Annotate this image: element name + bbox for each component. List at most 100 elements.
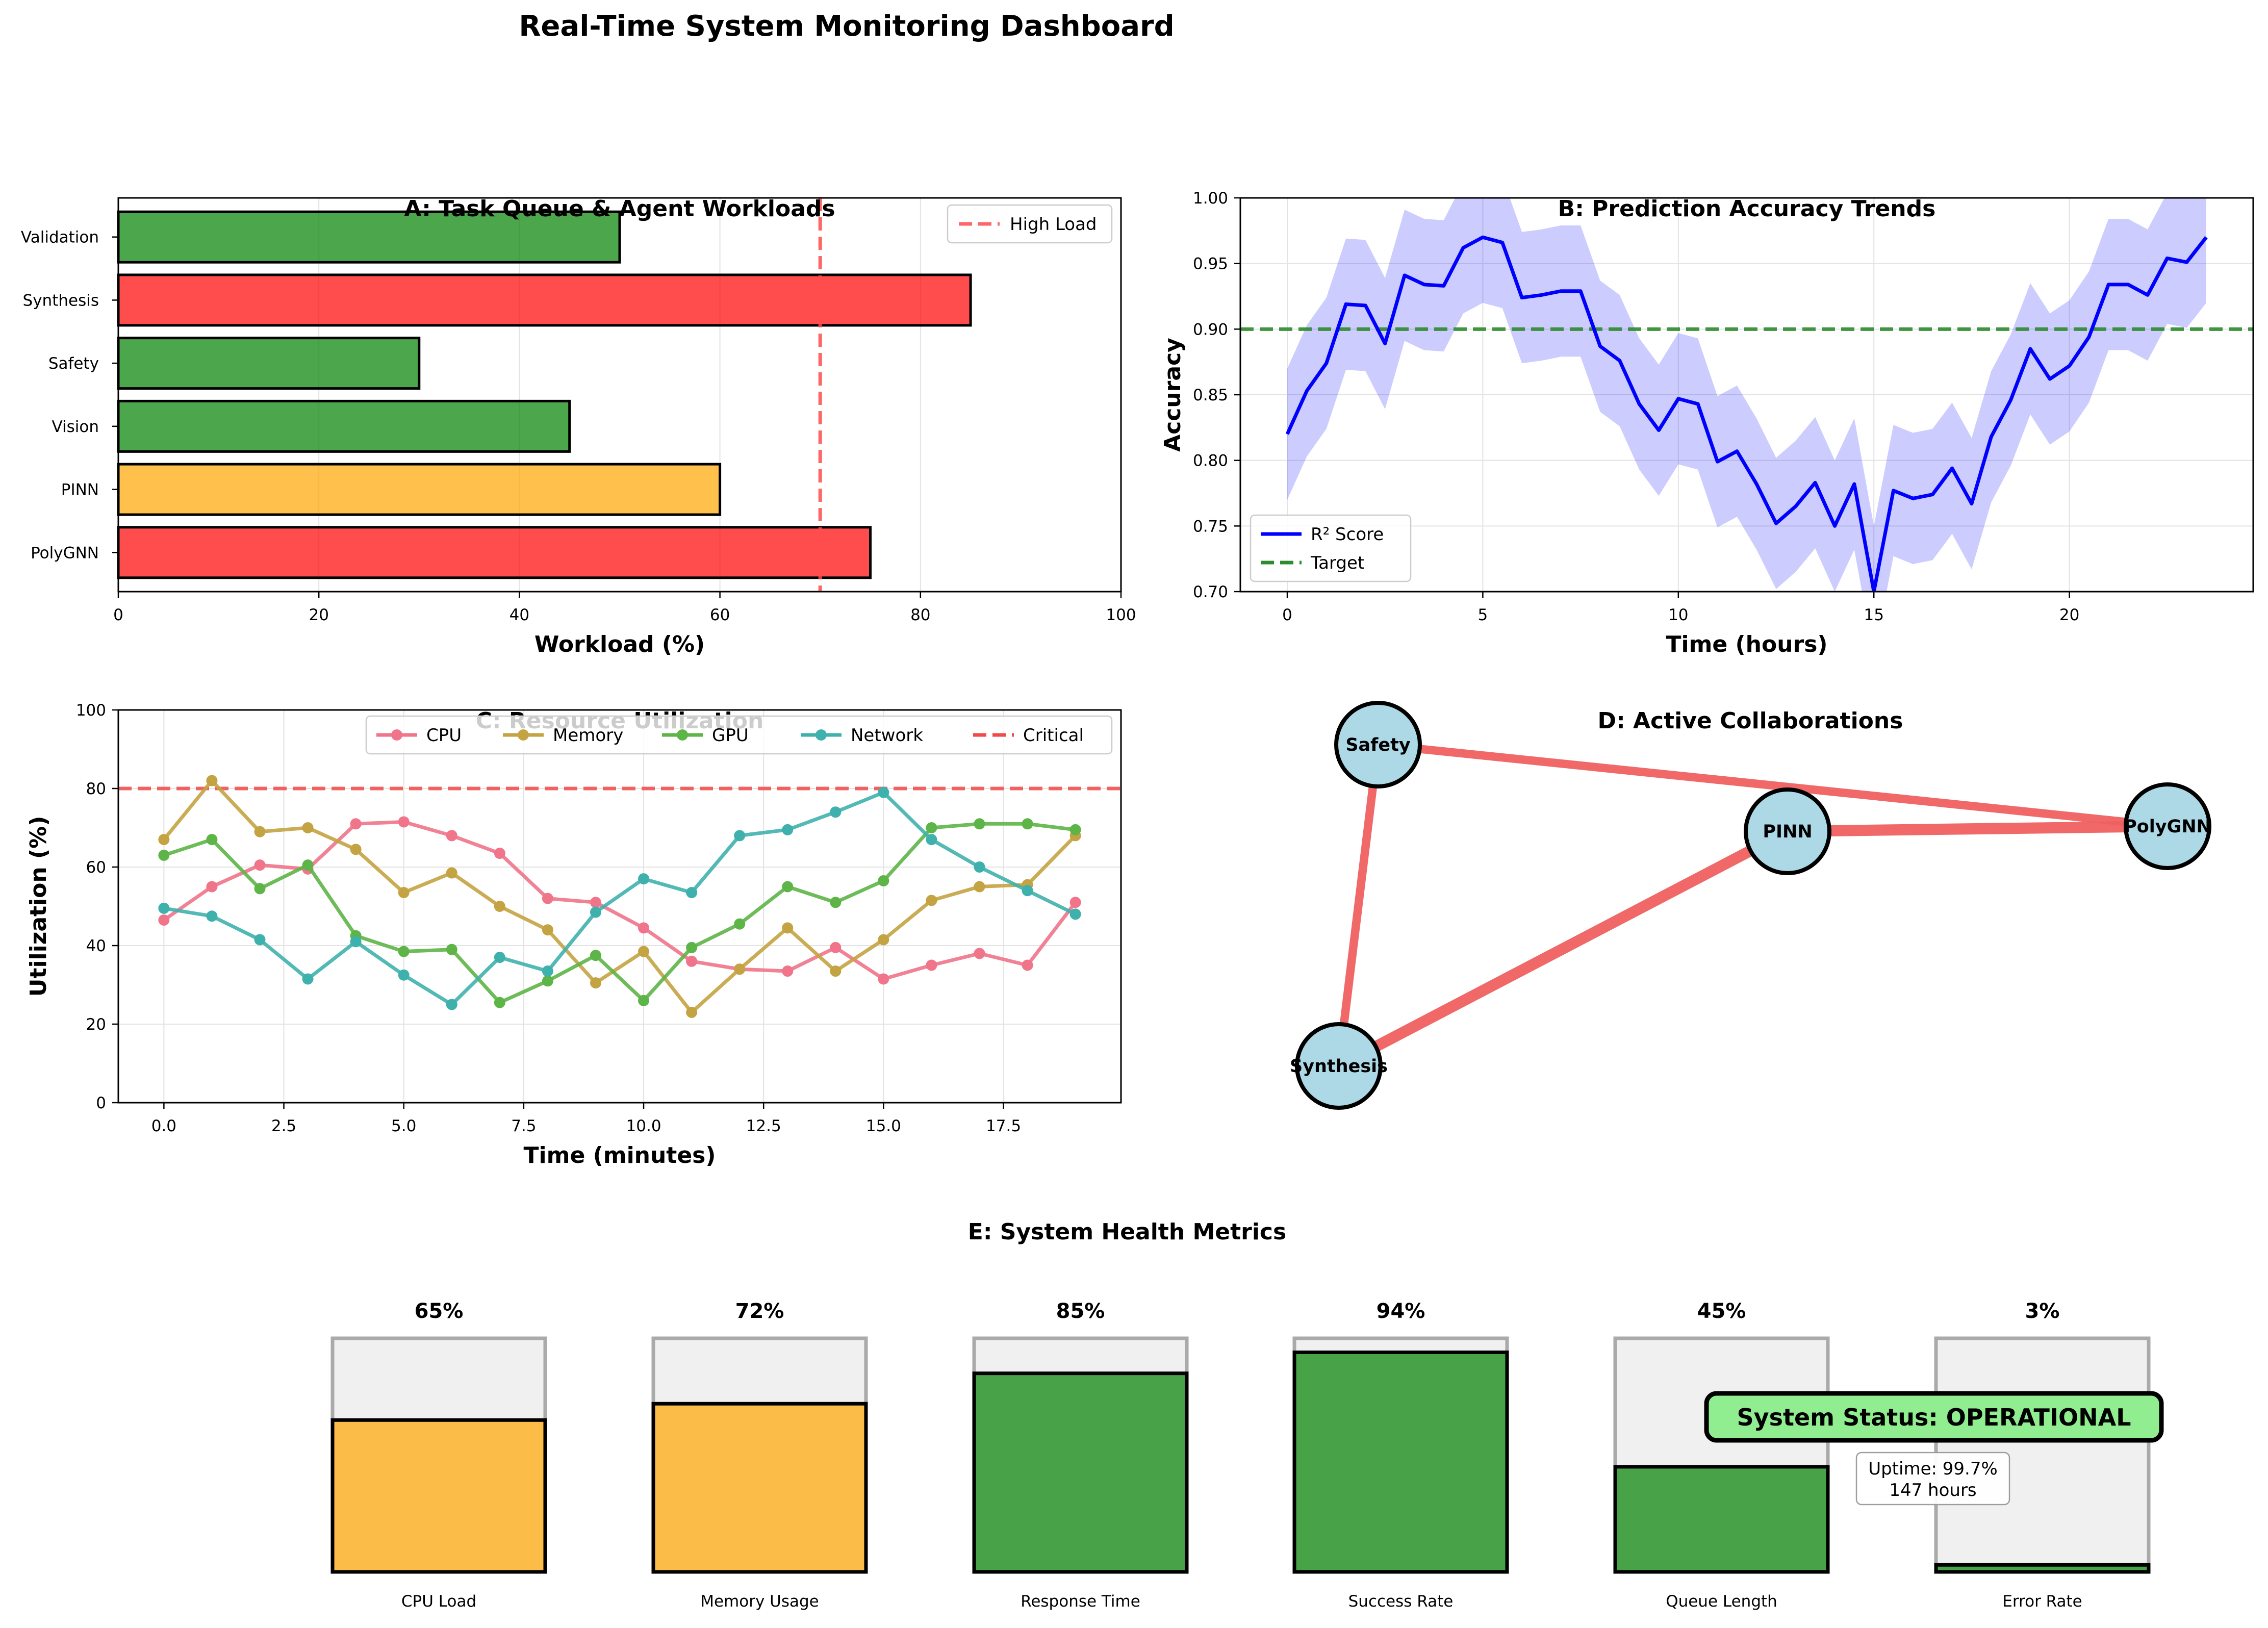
memory-point bbox=[974, 881, 985, 893]
workload-bar bbox=[117, 337, 421, 390]
workload-bar bbox=[117, 463, 722, 516]
y-tick-label: 0.75 bbox=[1193, 517, 1228, 536]
gpu-point bbox=[158, 849, 170, 861]
error-rate-value-label: 3% bbox=[2025, 1300, 2060, 1323]
network-point bbox=[254, 934, 266, 946]
memory-point bbox=[206, 775, 218, 786]
y-tick-label: 40 bbox=[86, 937, 106, 955]
y-tick-label: 0 bbox=[96, 1094, 106, 1112]
legend-label-target: Target bbox=[1310, 553, 1364, 573]
network-point bbox=[1069, 908, 1081, 920]
y-axis-label: Utilization (%) bbox=[26, 816, 52, 997]
cpu-point bbox=[1022, 959, 1033, 971]
x-tick-label: 80 bbox=[910, 606, 930, 624]
x-tick-label: 2.5 bbox=[271, 1117, 296, 1135]
x-tick-label: 40 bbox=[509, 606, 529, 624]
success-rate-label: Success Rate bbox=[1348, 1592, 1454, 1611]
network-point bbox=[206, 910, 218, 922]
chart-title: B: Prediction Accuracy Trends bbox=[1558, 196, 1936, 222]
memory-point bbox=[542, 924, 553, 936]
plot-area bbox=[1240, 198, 2253, 592]
memory-point bbox=[686, 1006, 698, 1018]
cpu-point bbox=[590, 897, 601, 908]
cpu-point bbox=[206, 881, 218, 893]
panel-e-health-metrics: E: System Health Metrics 65% CPU Load 72% Me… bbox=[330, 1219, 2151, 1611]
uptime-hours: 147 hours bbox=[1889, 1480, 1976, 1500]
memory-usage-gauge-fill bbox=[651, 1402, 868, 1574]
gpu-point bbox=[638, 995, 650, 1006]
cpu-load-value-label: 65% bbox=[415, 1300, 464, 1323]
cpu-point bbox=[638, 922, 650, 934]
legend-box bbox=[947, 204, 1113, 244]
status-text: System Status: OPERATIONAL bbox=[1737, 1404, 2131, 1431]
x-axis-label: Time (minutes) bbox=[524, 1142, 716, 1168]
x-tick-label: 20 bbox=[309, 606, 328, 624]
memory-usage-value-label: 72% bbox=[735, 1300, 784, 1323]
panel-c-resource-chart: 0.0 2.5 5.0 7.5 10.0 12.5 15.0 17.5 0 20 40 60 80 100… bbox=[26, 701, 1122, 1168]
axes-frame bbox=[117, 709, 1122, 1104]
queue-length-value-label: 45% bbox=[1697, 1300, 1746, 1323]
network-point bbox=[590, 906, 601, 918]
cpu-point bbox=[350, 818, 362, 830]
x-tick-label: 15 bbox=[1864, 606, 1883, 624]
memory-point bbox=[734, 963, 746, 975]
network-point bbox=[638, 873, 650, 885]
gpu-point bbox=[974, 818, 985, 830]
collaboration-edge bbox=[1378, 740, 2168, 831]
y-tick-label: 80 bbox=[86, 780, 106, 798]
memory-point bbox=[926, 895, 937, 906]
network-point bbox=[302, 973, 314, 985]
cpu-point bbox=[446, 830, 457, 842]
network-point bbox=[398, 969, 410, 981]
agent-node-label: PolyGNN bbox=[2124, 817, 2211, 837]
gpu-point bbox=[830, 897, 842, 908]
x-tick-label: 12.5 bbox=[746, 1117, 781, 1135]
y-tick-label: 1.00 bbox=[1193, 189, 1228, 208]
dashboard-title: Real-Time System Monitoring Dashboard bbox=[519, 10, 1174, 43]
x-tick-label: 10.0 bbox=[626, 1117, 661, 1135]
gpu-point bbox=[782, 881, 794, 893]
y-tick-label: 60 bbox=[86, 858, 106, 877]
network-point bbox=[350, 936, 362, 948]
panel-d-collaboration-network: D: Active Collaborations Safety PINN PolyGN… bbox=[1290, 701, 2211, 1110]
gpu-point bbox=[1022, 818, 1033, 830]
legend-label-network: Network bbox=[851, 725, 923, 746]
agent-node-label: Synthesis bbox=[1290, 1056, 1388, 1077]
legend-label-memory: Memory bbox=[553, 725, 623, 746]
r2-score-line bbox=[1285, 235, 2208, 592]
cpu-series-line bbox=[163, 820, 1077, 981]
gpu-point bbox=[446, 944, 457, 955]
collaboration-edge bbox=[1334, 744, 1383, 1067]
network-point bbox=[446, 999, 457, 1010]
legend-label-r2: R² Score bbox=[1311, 524, 1384, 545]
network-point bbox=[1022, 885, 1033, 897]
memory-point bbox=[638, 946, 650, 957]
x-tick-label: 0 bbox=[1282, 606, 1292, 624]
agent-node-label: Safety bbox=[1345, 735, 1411, 755]
uptime-percent: Uptime: 99.7% bbox=[1868, 1459, 1998, 1479]
chart-title: E: System Health Metrics bbox=[968, 1219, 1286, 1245]
y-tick-label: 0.85 bbox=[1193, 386, 1228, 404]
y-tick-label: 20 bbox=[86, 1015, 106, 1034]
gpu-point bbox=[590, 950, 601, 961]
gpu-point bbox=[734, 918, 746, 930]
memory-point bbox=[782, 922, 794, 934]
cpu-point bbox=[974, 948, 985, 959]
gpu-point bbox=[206, 834, 218, 846]
agent-node-pinn bbox=[1744, 787, 1831, 875]
axes-frame bbox=[117, 197, 1122, 593]
agent-node-synthesis bbox=[1295, 1022, 1383, 1110]
x-tick-label: 20 bbox=[2059, 606, 2079, 624]
panel-a-workloads-chart: PolyGNN PINN Vision Safety Synthesis Validati… bbox=[21, 196, 1136, 657]
gpu-point bbox=[878, 875, 889, 886]
network-point bbox=[926, 834, 937, 846]
error-rate-gauge-fill bbox=[1934, 1563, 2151, 1574]
y-tick-label: 0.70 bbox=[1193, 583, 1228, 601]
success-rate-value-label: 94% bbox=[1377, 1300, 1425, 1323]
y-tick-label: 100 bbox=[76, 701, 106, 720]
collaboration-edge bbox=[1336, 826, 1791, 1071]
gpu-point bbox=[398, 946, 410, 957]
network-series-line bbox=[163, 791, 1077, 1006]
chart-title: D: Active Collaborations bbox=[1598, 708, 1903, 734]
legend-marker-gpu bbox=[677, 729, 688, 741]
